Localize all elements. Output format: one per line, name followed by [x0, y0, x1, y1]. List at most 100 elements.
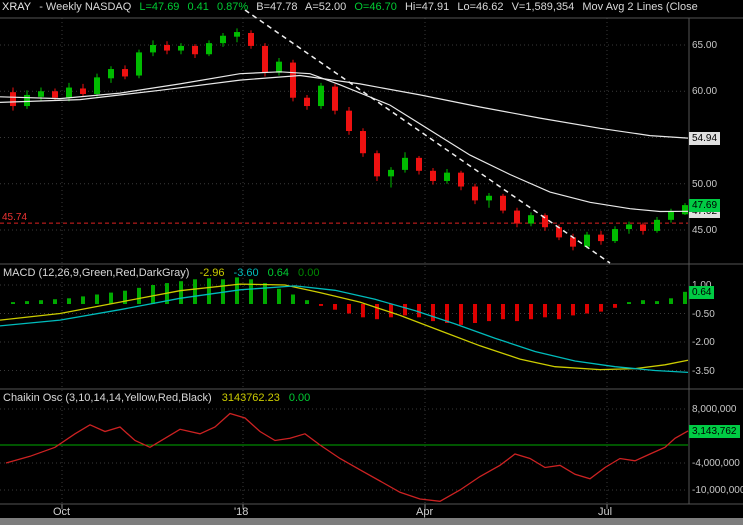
candle-body [668, 211, 674, 220]
candle-body [346, 110, 352, 132]
macd-hist-bar [347, 304, 351, 314]
candle-body [318, 85, 324, 107]
candle-body [388, 169, 394, 177]
time-axis-label: Jul [598, 506, 613, 518]
macd-hist-bar [361, 304, 365, 318]
candle-body [682, 205, 688, 215]
macd-hist-bar [53, 299, 57, 304]
candle-body [542, 215, 548, 228]
alert-price-label: 45.74 [2, 212, 28, 224]
macd-hist-bar [25, 301, 29, 304]
macd-hist-bar [11, 302, 15, 304]
macd-axis-label: -3.50 [692, 365, 715, 377]
candle-body [178, 45, 184, 51]
macd-hist-bar [193, 279, 197, 304]
macd-hist-bar [417, 304, 421, 318]
macd-hist-bar [291, 294, 295, 304]
candle-body [290, 62, 296, 98]
quote-change-pct: 0.87% [216, 1, 249, 13]
macd-hist-bar [179, 281, 183, 304]
candle-body [472, 186, 478, 201]
price-axis-label: 50.00 [692, 178, 718, 190]
candle-body [598, 234, 604, 242]
macd-hist-bar [263, 283, 267, 304]
candle-body [570, 237, 576, 247]
macd-hist-bar [39, 300, 43, 304]
candle-body [528, 215, 534, 224]
candle-body [234, 32, 240, 37]
quote-ask: A=52.00 [305, 1, 347, 13]
ma-slow-line [0, 74, 689, 139]
macd-signal-line [0, 285, 689, 374]
price-axis-label: 60.00 [692, 86, 718, 98]
macd-hist-bar [375, 304, 379, 320]
chaikin-panel-title: Chaikin Osc (3,10,14,14,Yellow,Red,Black… [3, 392, 319, 404]
macd-hist-bar [333, 304, 337, 310]
chaikin-line [5, 412, 689, 502]
chaikin-value: 3143762.23 [221, 392, 280, 404]
macd-hist-bar [627, 302, 631, 304]
macd-hist-bar [249, 279, 253, 304]
macd-value: 0.00 [298, 267, 320, 279]
macd-hist-bar [123, 290, 127, 304]
macd-hist-bar [95, 294, 99, 304]
macd-hist-bar [543, 304, 547, 318]
macd-hist-bar [459, 304, 463, 325]
macd-values: -2.96 -3.60 0.64 0.00 [199, 267, 328, 279]
price-axis-label: 65.00 [692, 40, 718, 51]
chaikin-axis-label: -4,000,000 [692, 458, 740, 469]
quote-bid: B=47.78 [256, 1, 298, 13]
quote-change: 0.41 [187, 1, 209, 13]
horizontal-scrollbar[interactable] [0, 518, 743, 525]
macd-hist-bar [529, 304, 533, 320]
quote-high: Hi=47.91 [404, 1, 450, 13]
candle-body [500, 195, 506, 211]
candle-body [486, 195, 492, 201]
macd-hist-bar [109, 292, 113, 304]
macd-hist-bar [571, 304, 575, 316]
chaikin-study-label: Chaikin Osc (3,10,14,14,Yellow,Red,Black… [3, 392, 212, 404]
macd-line [0, 283, 689, 371]
time-axis-label: '18 [234, 506, 249, 518]
candle-body [24, 94, 30, 107]
chaikin-values: 3143762.23 0.00 [222, 392, 320, 404]
candle-body [150, 45, 156, 53]
candle-body [80, 88, 86, 95]
macd-axis-label: -0.50 [692, 308, 715, 320]
macd-hist-bar [669, 298, 673, 304]
candle-body [556, 227, 562, 238]
candle-body [612, 229, 618, 242]
quote-header: XRAY - Weekly NASDAQ L=47.69 0.41 0.87% … [2, 1, 743, 13]
macd-hist-bar [683, 291, 687, 304]
candle-body [52, 91, 58, 98]
time-axis-label: Oct [53, 506, 71, 518]
candle-body [136, 52, 142, 76]
candle-body [108, 69, 114, 79]
macd-axis-label: -2.00 [692, 337, 715, 348]
chaikin-value-badge: 3,143,762 [689, 424, 740, 438]
candle-body [374, 153, 380, 177]
macd-hist-bar [599, 304, 603, 312]
macd-hist-bar [277, 288, 281, 304]
macd-hist-bar [207, 278, 211, 304]
candle-body [402, 157, 408, 170]
chaikin-value: 0.00 [288, 392, 311, 404]
quote-volume: V=1,589,354 [511, 1, 575, 13]
candle-body [514, 210, 520, 224]
macd-study-label: MACD (12,26,9,Green,Red,DarkGray) [3, 267, 190, 279]
candle-body [276, 61, 282, 73]
macd-hist-bar [319, 304, 323, 306]
price-axis-label: 45.00 [692, 225, 718, 236]
macd-hist-bar [655, 301, 659, 304]
candle-body [332, 86, 338, 111]
chaikin-axis-label: 8,000,000 [692, 404, 737, 415]
candle-body [164, 45, 170, 51]
macd-hist-bar [445, 304, 449, 323]
candle-body [640, 224, 646, 231]
candle-body [206, 43, 212, 55]
candle-body [66, 87, 72, 98]
candle-body [220, 35, 226, 44]
